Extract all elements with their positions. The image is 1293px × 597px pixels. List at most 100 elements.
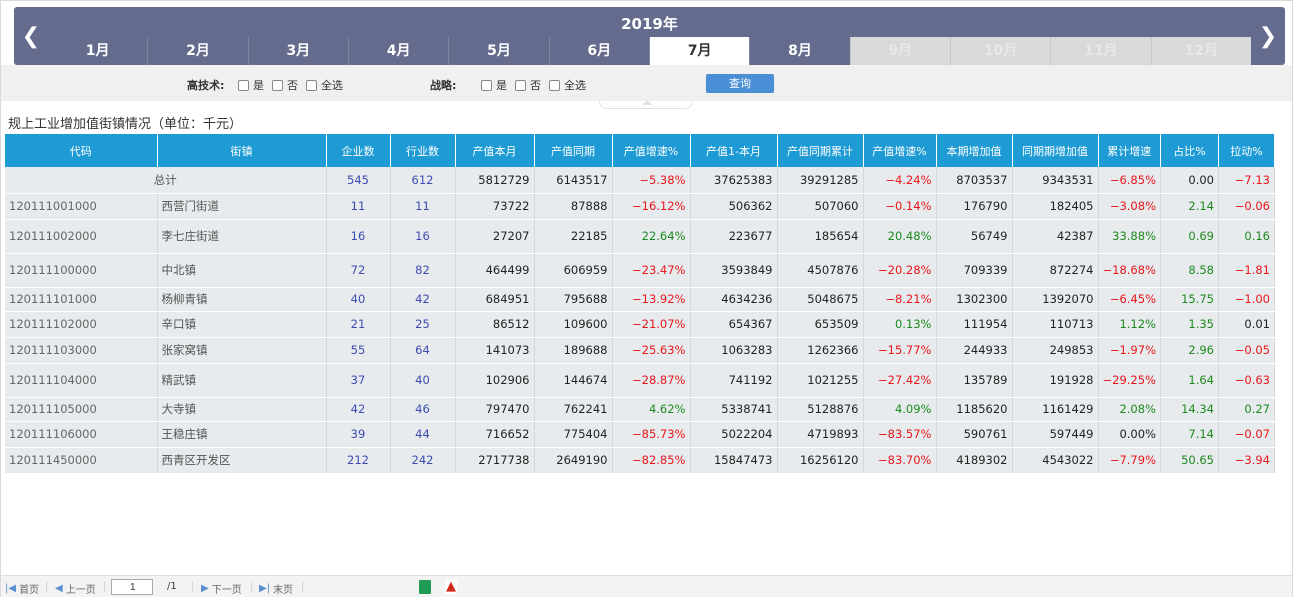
table-cell: 0.16	[1218, 219, 1275, 254]
chevron-left-icon[interactable]: ❮	[21, 23, 41, 49]
tab-month-2[interactable]: 2月	[147, 37, 247, 65]
strategic-no-checkbox[interactable]: 否	[515, 77, 541, 93]
filter-bar: 高技术: 是 否 全选 战略: 是 否 全选 查询	[1, 65, 1292, 101]
table-row[interactable]: 120111103000 张家窝镇 55 64 141073 189688 −25.63% 1…	[5, 337, 1275, 364]
table-cell: −20.28%	[863, 253, 937, 288]
pagination-bar: |◀首页 | ◀上一页 | /1 | ▶下一页 | ▶|末页 | ▲	[1, 575, 1292, 597]
strategic-all-checkbox[interactable]: 全选	[549, 77, 586, 93]
export-pdf-icon[interactable]: ▲	[445, 579, 457, 594]
table-cell: 50.65	[1160, 447, 1219, 474]
table-row[interactable]: 120111106000 王稳庄镇 39 44 716652 775404 −85.73% 5…	[5, 421, 1275, 448]
table-cell: 545	[326, 167, 391, 194]
prev-page-button[interactable]: ◀ 上一页	[55, 581, 96, 596]
table-cell: 11	[390, 193, 456, 220]
table-cell: −85.73%	[612, 421, 691, 448]
tab-month-4[interactable]: 4月	[347, 37, 448, 65]
table-cell: 40	[390, 363, 456, 398]
column-header: 代码	[5, 134, 158, 167]
table-row[interactable]: 120111105000 大寺镇 42 46 797470 762241 4.62% 5338…	[5, 397, 1275, 422]
code-cell: 120111450000	[5, 447, 158, 474]
table-cell: 709339	[936, 253, 1013, 288]
table-cell: 4719893	[777, 421, 864, 448]
table-cell: 1.64	[1160, 363, 1219, 398]
code-cell: 120111104000	[5, 363, 158, 398]
table-cell: 4.62%	[612, 397, 691, 422]
table-cell: 72	[326, 253, 391, 288]
table-cell: 0.00%	[1098, 421, 1161, 448]
table-row[interactable]: 120111001000 西营门街道 11 11 73722 87888 −16.12% 50…	[5, 193, 1275, 220]
table-cell: 872274	[1012, 253, 1099, 288]
table-row[interactable]: 120111104000 精武镇 37 40 102906 144674 −28.87% 74…	[5, 363, 1275, 398]
table-cell: 0.69	[1160, 219, 1219, 254]
code-cell: 120111106000	[5, 421, 158, 448]
strategic-yes-checkbox[interactable]: 是	[481, 77, 507, 93]
table-cell: 3593849	[690, 253, 778, 288]
first-page-button[interactable]: |◀ 首页	[5, 581, 39, 596]
hightech-all-checkbox[interactable]: 全选	[306, 77, 343, 93]
table-cell: −13.92%	[612, 287, 691, 312]
checkbox-label: 否	[530, 79, 541, 92]
table-row[interactable]: 120111002000 李七庄街道 16 16 27207 22185 22.64% 223…	[5, 219, 1275, 254]
chevron-right-icon[interactable]: ❯	[1258, 23, 1278, 49]
table-row[interactable]: 120111101000 杨柳青镇 40 42 684951 795688 −13.92% 4…	[5, 287, 1275, 312]
next-page-button[interactable]: ▶ 下一页	[201, 581, 242, 596]
export-excel-icon[interactable]	[419, 580, 431, 594]
table-cell: 507060	[777, 193, 864, 220]
table-header-row: 代码 街镇 企业数 行业数 产值本月 产值同期 产值增速% 产值1-本月 产值同期累计 产值增速%…	[5, 134, 1275, 167]
table-cell: 16	[390, 219, 456, 254]
tab-month-9: 9月	[849, 37, 950, 65]
table-cell: 8703537	[936, 167, 1013, 194]
last-page-icon: ▶|	[259, 583, 271, 594]
table-row[interactable]: 120111450000 西青区开发区 212 242 2717738 2649190 −8…	[5, 447, 1275, 474]
tab-month-1[interactable]: 1月	[85, 43, 110, 59]
query-button[interactable]: 查询	[706, 74, 774, 93]
table-cell: 242	[390, 447, 456, 474]
table-cell: 1185620	[936, 397, 1013, 422]
collapse-handle[interactable]	[599, 100, 693, 109]
table-cell: −6.45%	[1098, 287, 1161, 312]
next-page-icon: ▶	[201, 583, 209, 594]
table-cell: 37	[326, 363, 391, 398]
table-cell: 506362	[690, 193, 778, 220]
table-cell: 110713	[1012, 311, 1099, 338]
tab-month-11: 11月	[1050, 37, 1151, 65]
table-row[interactable]: 120111102000 辛口镇 21 25 86512 109600 −21.07% 654…	[5, 311, 1275, 338]
table-cell: 16256120	[777, 447, 864, 474]
table-cell: 1392070	[1012, 287, 1099, 312]
table-cell: −4.24%	[863, 167, 937, 194]
table-cell: −1.81	[1218, 253, 1275, 288]
table-cell: 1302300	[936, 287, 1013, 312]
divider: |	[103, 581, 107, 592]
table-cell: 2.96	[1160, 337, 1219, 364]
table-cell: 46	[390, 397, 456, 422]
tab-month-12: 12月	[1150, 37, 1251, 65]
table-cell: 6143517	[534, 167, 613, 194]
table-cell: 39	[326, 421, 391, 448]
table-cell: 4634236	[690, 287, 778, 312]
table-row[interactable]: 120111100000 中北镇 72 82 464499 606959 −23.47% 35…	[5, 253, 1275, 288]
page-number-input[interactable]	[111, 579, 153, 595]
tab-month-8[interactable]: 8月	[749, 37, 849, 65]
column-header: 企业数	[326, 134, 391, 167]
last-page-button[interactable]: ▶| 末页	[259, 581, 293, 596]
tab-month-3[interactable]: 3月	[247, 37, 348, 65]
tab-month-6[interactable]: 6月	[548, 37, 649, 65]
table-cell: 1161429	[1012, 397, 1099, 422]
hightech-no-checkbox[interactable]: 否	[272, 77, 298, 93]
table-cell: −0.05	[1218, 337, 1275, 364]
table-cell: 0.01	[1218, 311, 1275, 338]
report-title: 规上工业增加值街镇情况（单位：千元）	[8, 117, 243, 132]
divider: |	[250, 581, 254, 592]
checkbox-icon	[306, 79, 317, 91]
tab-month-5[interactable]: 5月	[448, 37, 548, 65]
table-cell: −82.85%	[612, 447, 691, 474]
table-cell: 20.48%	[863, 219, 937, 254]
table-cell: 797470	[455, 397, 535, 422]
tab-month-7[interactable]: 7月	[648, 37, 750, 65]
hightech-yes-checkbox[interactable]: 是	[238, 77, 264, 93]
table-cell: 42387	[1012, 219, 1099, 254]
code-cell: 120111001000	[5, 193, 158, 220]
table-cell: 56749	[936, 219, 1013, 254]
column-header: 产值增速%	[863, 134, 937, 167]
table-cell: −7.13	[1218, 167, 1275, 194]
